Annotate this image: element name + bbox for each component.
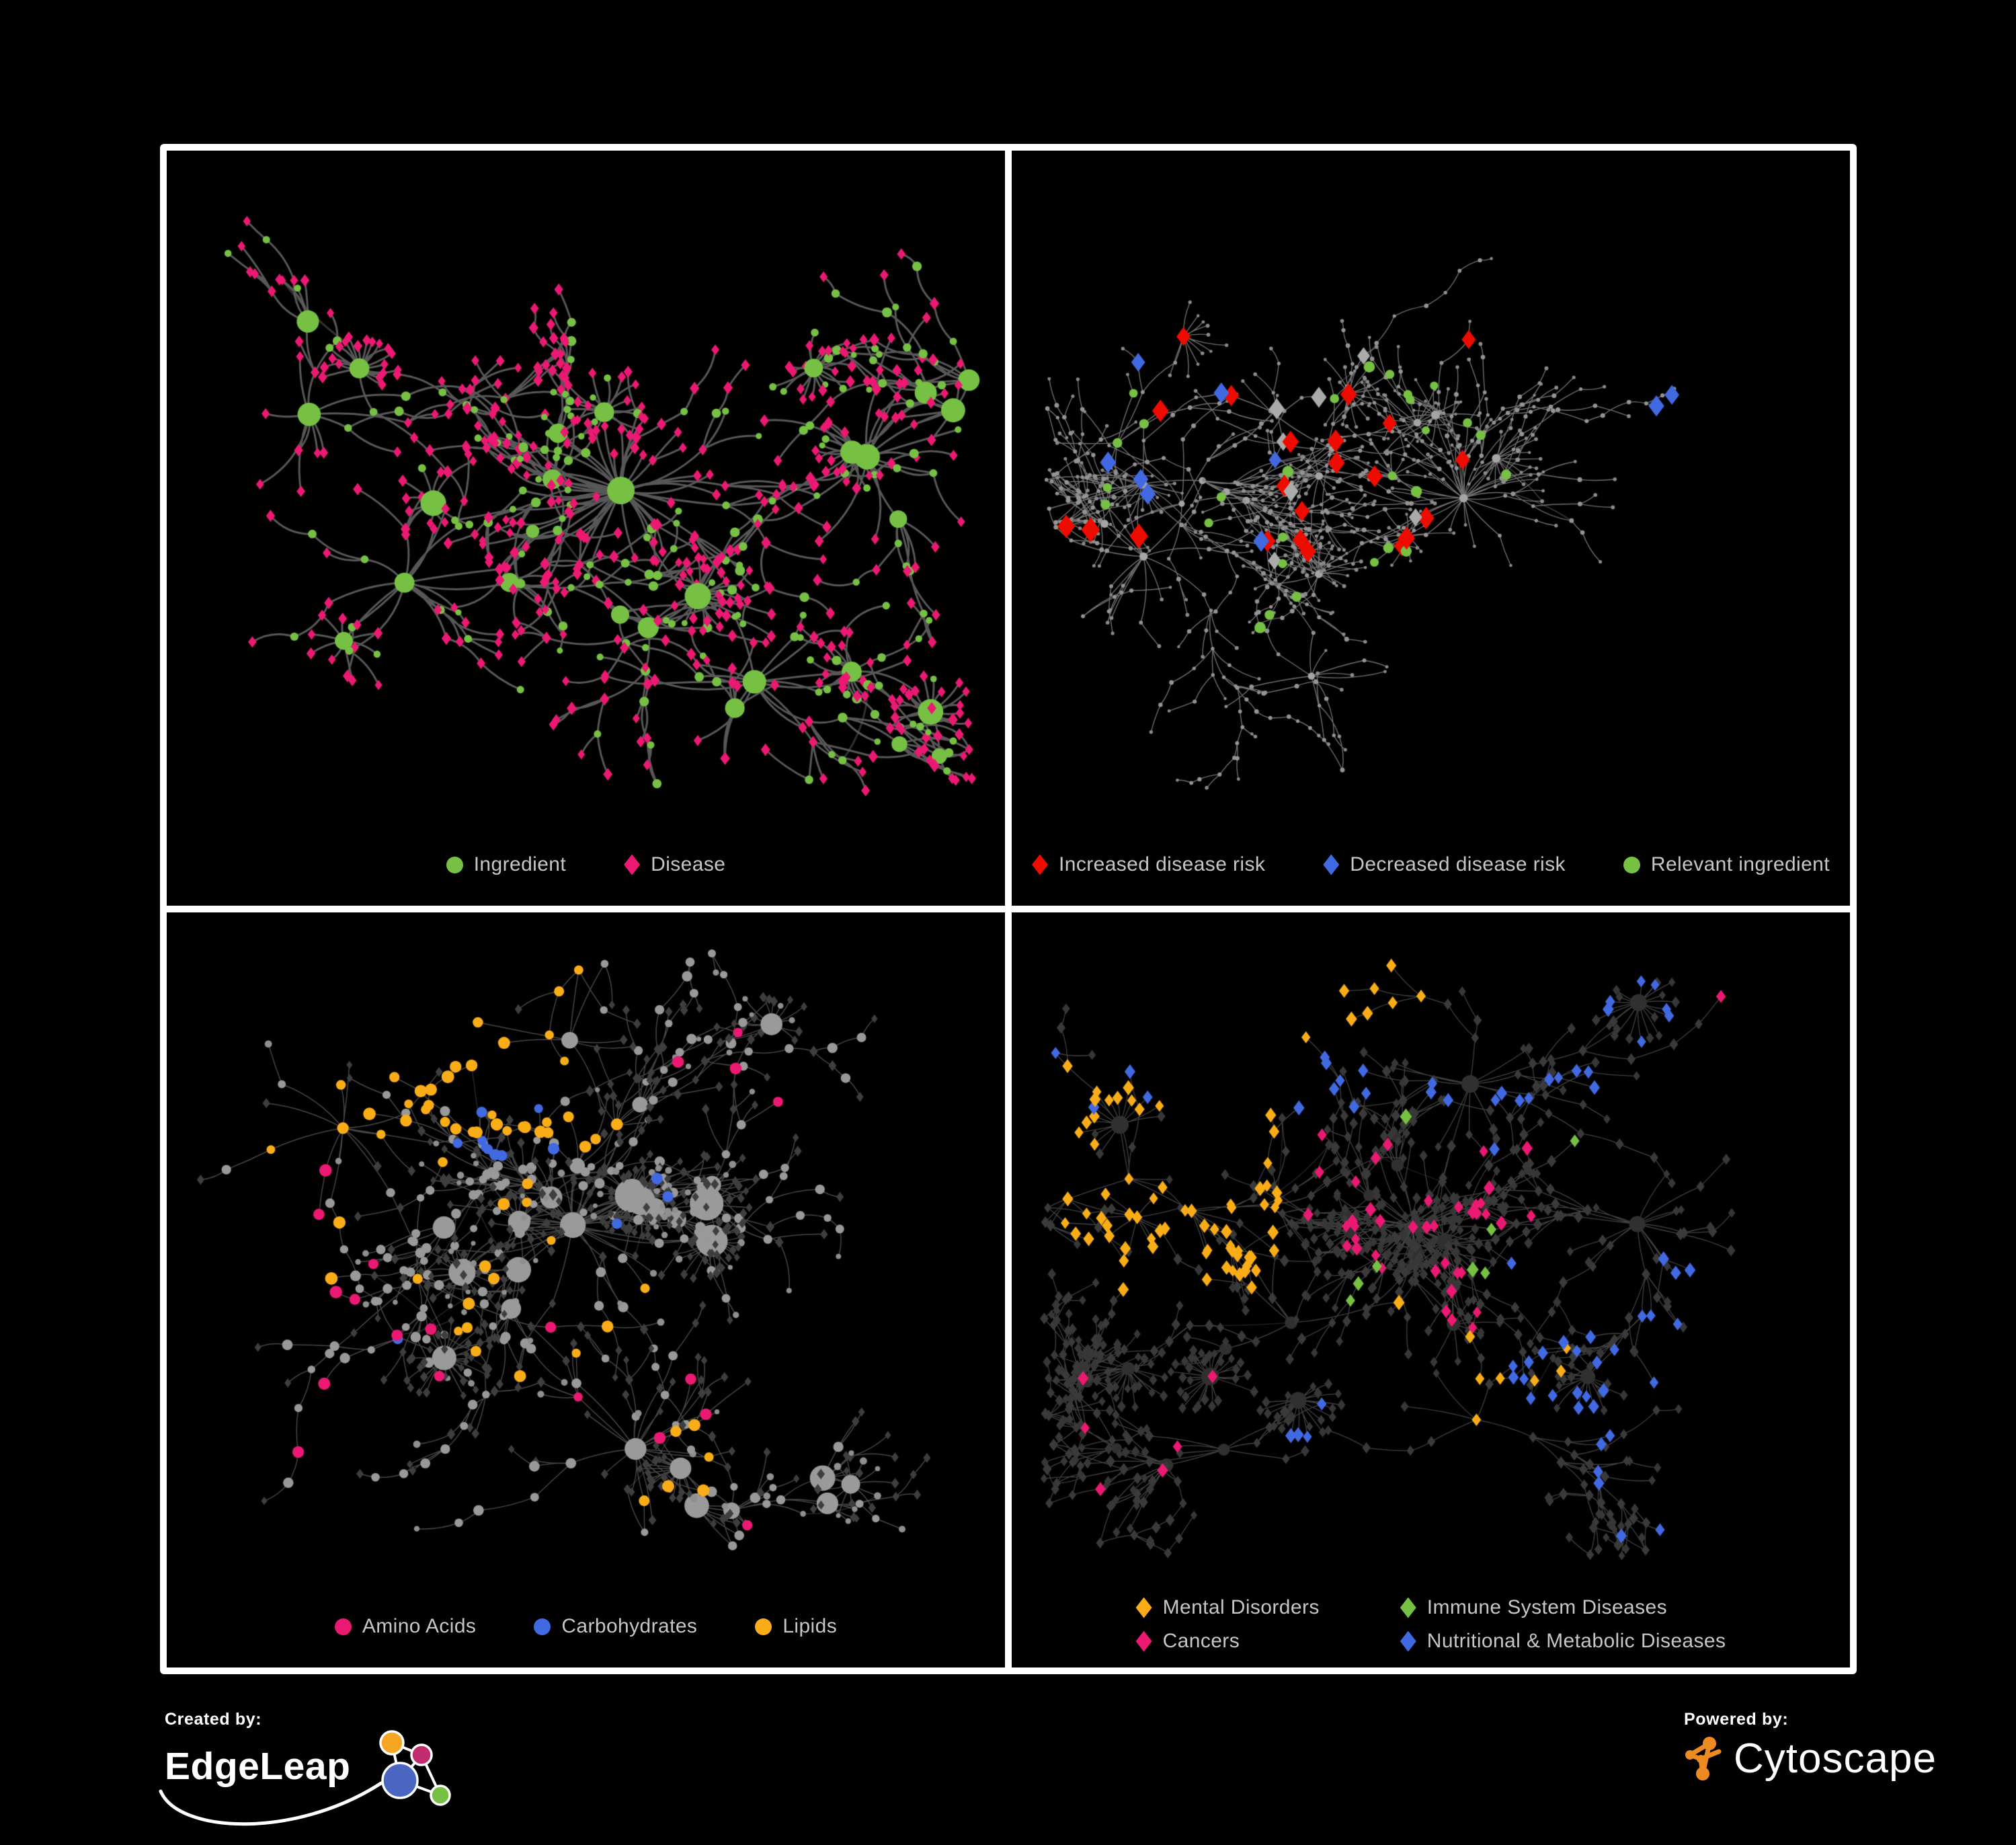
legend-marker-diamond <box>1135 1597 1152 1618</box>
network-canvas-ingredient-disease <box>167 151 1005 906</box>
powered-by-label: Powered by: <box>1684 1710 1789 1729</box>
legend-item-mental-disorders: Mental Disorders <box>1135 1596 1320 1619</box>
legend-label: Increased disease risk <box>1059 853 1266 875</box>
panel-disease-risk: Increased disease risk Decreased disease … <box>1012 151 1850 906</box>
legend-ingredient-disease: Ingredient Disease <box>167 853 1005 876</box>
cytoscape-logo-icon <box>1685 1736 1722 1780</box>
legend-item-disease: Disease <box>624 853 725 876</box>
legend-label: Amino Acids <box>362 1615 477 1637</box>
legend-marker-circle <box>1623 856 1640 873</box>
legend-item-carbohydrates: Carbohydrates <box>534 1615 697 1638</box>
legend-item-lipids: Lipids <box>755 1615 837 1638</box>
network-canvas-disease-risk <box>1012 151 1850 906</box>
legend-item-nutritional-metabolic-diseases: Nutritional & Metabolic Diseases <box>1400 1630 1726 1653</box>
legend-disease-risk: Increased disease risk Decreased disease … <box>1012 853 1850 876</box>
legend-item-cancers: Cancers <box>1135 1630 1320 1653</box>
legend-marker-circle <box>446 856 463 873</box>
legend-item-amino-acids: Amino Acids <box>334 1615 477 1638</box>
legend-marker-diamond <box>1032 854 1048 875</box>
legend-nutrient-classes: Amino Acids Carbohydrates Lipids <box>167 1615 1005 1638</box>
network-canvas-nutrient-classes <box>167 912 1005 1667</box>
legend-item-ingredient: Ingredient <box>446 853 566 876</box>
legend-label: Lipids <box>782 1615 838 1637</box>
legend-label: Mental Disorders <box>1162 1596 1320 1618</box>
edgeleap-brandrow: EdgeLeap <box>159 1730 487 1826</box>
panel-ingredient-disease: Ingredient Disease <box>167 151 1005 906</box>
legend-label: Disease <box>651 853 726 875</box>
legend-marker-circle <box>534 1618 551 1635</box>
edgeleap-logo-icon <box>379 1730 451 1806</box>
legend-marker-diamond <box>1323 854 1340 875</box>
legend-label: Immune System Diseases <box>1426 1596 1667 1618</box>
legend-label: Cancers <box>1162 1630 1240 1652</box>
legend-marker-diamond <box>1135 1631 1152 1652</box>
panel-disease-classes: Mental Disorders Immune System Diseases Ca… <box>1012 912 1850 1667</box>
cytoscape-wordmark: Cytoscape <box>1734 1735 1937 1782</box>
legend-marker-diamond <box>1400 1597 1416 1618</box>
legend-marker-diamond <box>624 854 641 875</box>
legend-label: Decreased disease risk <box>1350 853 1566 875</box>
cytoscape-brandrow: Cytoscape <box>1684 1735 1953 1782</box>
legend-item-decreased-disease-risk: Decreased disease risk <box>1323 853 1566 876</box>
legend-label: Relevant ingredient <box>1650 853 1830 875</box>
network-grid: Ingredient Disease Increased disease risk… <box>160 144 1857 1674</box>
legend-label: Ingredient <box>473 853 567 875</box>
legend-disease-classes: Mental Disorders Immune System Diseases Ca… <box>1012 1596 1850 1653</box>
network-canvas-disease-classes <box>1012 912 1850 1667</box>
created-by-label: Created by: <box>165 1710 262 1729</box>
edgeleap-credit: Created by: EdgeLeap <box>159 1710 487 1826</box>
legend-item-increased-disease-risk: Increased disease risk <box>1032 853 1265 876</box>
edgeleap-wordmark: EdgeLeap <box>165 1745 351 1788</box>
legend-label: Nutritional & Metabolic Diseases <box>1426 1630 1726 1652</box>
legend-marker-diamond <box>1400 1631 1416 1652</box>
legend-marker-circle <box>334 1618 352 1635</box>
panel-nutrient-classes: Amino Acids Carbohydrates Lipids <box>167 912 1005 1667</box>
legend-item-relevant-ingredient: Relevant ingredient <box>1623 853 1830 876</box>
cytoscape-credit: Powered by: Cytoscape <box>1684 1710 1953 1804</box>
legend-marker-circle <box>755 1618 772 1635</box>
legend-label: Carbohydrates <box>561 1615 698 1637</box>
legend-item-immune-system-diseases: Immune System Diseases <box>1400 1596 1726 1619</box>
